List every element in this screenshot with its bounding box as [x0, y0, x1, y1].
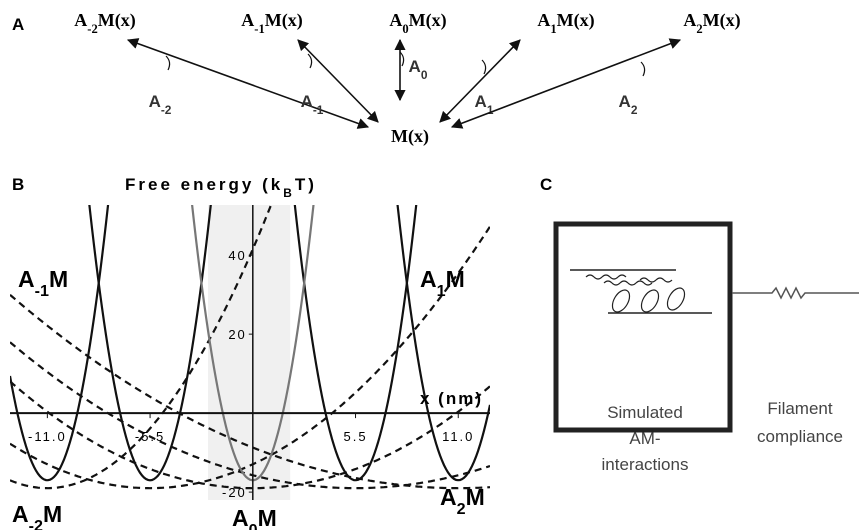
energy-curve [10, 225, 490, 490]
node-label-sub: 1 [550, 22, 556, 36]
angle-arc [165, 55, 171, 71]
edge-label: A-1 [301, 92, 324, 117]
node-label: A2M(x) [683, 10, 740, 36]
axis-title: Free energy (kBT) [125, 175, 317, 200]
curve-label-main: A [420, 266, 437, 292]
angle-arc [307, 53, 313, 69]
edge-label-sub: 0 [421, 68, 428, 82]
curve-label-sub: -2 [29, 517, 43, 530]
node-label-sub: -1 [254, 22, 265, 36]
curve-label-sub: 2 [457, 500, 466, 518]
panel-label: A [12, 15, 24, 34]
curve-label: A1M [420, 266, 465, 300]
edge-label-main: A [149, 92, 161, 111]
edge-label-main: A [301, 92, 313, 111]
energy-curve [293, 205, 418, 482]
energy-curve [10, 205, 273, 490]
node-label-main: A [683, 10, 696, 30]
panel-c-drawing [553, 221, 859, 433]
edge-label: A0 [409, 57, 428, 82]
curves [10, 205, 490, 490]
curve-label-sub: 0 [249, 521, 258, 530]
edge-label: A-2 [149, 92, 172, 117]
node-label: A-2M(x) [74, 10, 135, 36]
curve-label-rest: M [258, 505, 277, 530]
curve-label-main: A [18, 266, 35, 292]
curve-label-rest: M [466, 484, 485, 510]
edge-label-sub: -2 [161, 103, 172, 117]
caption: compliance [757, 427, 843, 446]
angle-arc [399, 51, 405, 67]
energy-curve [10, 205, 110, 482]
arrow [297, 39, 379, 123]
angle-arc [640, 61, 646, 77]
curve-label: A-2M [12, 501, 62, 530]
edge-label-sub: 1 [487, 103, 494, 117]
node-label: A-1M(x) [241, 10, 302, 36]
x-tick-label: 11.0 [442, 429, 474, 444]
curve-label: A0M [232, 505, 277, 530]
node-label-sub: 2 [696, 22, 702, 36]
axis-title-rest: T) [295, 175, 317, 194]
energy-curve [10, 341, 490, 490]
curve-label: A2M [440, 484, 485, 518]
y-tick-label: -20 [222, 485, 247, 500]
node-label-main: A [389, 10, 402, 30]
energy-curve [10, 380, 490, 490]
node-label-rest: M(x) [557, 10, 595, 31]
axis-title-sub: B [283, 186, 295, 200]
caption: Simulated [607, 403, 683, 422]
node-label: A0M(x) [389, 10, 446, 36]
node-label-rest: M(x) [98, 10, 136, 31]
x-tick-label: 5.5 [343, 429, 367, 444]
edge-label-main: A [475, 92, 487, 111]
curve-label-main: A [12, 501, 29, 527]
edge-label-main: A [409, 57, 421, 76]
node-label-main: A [537, 10, 550, 30]
curve-label-rest: M [446, 266, 465, 292]
edge-label-sub: -1 [313, 103, 324, 117]
energy-curve [10, 293, 490, 490]
curve-label-sub: 1 [437, 282, 446, 300]
edge-label-sub: 2 [631, 103, 638, 117]
edge-label: A2 [619, 92, 638, 117]
caption: Filament [767, 399, 832, 418]
x-tick-label: -11.0 [28, 429, 67, 444]
node-label-main: A [74, 10, 87, 30]
node-label-rest: M(x) [703, 10, 741, 31]
y-tick-label: 20 [228, 327, 246, 342]
node-label-sub: 0 [402, 22, 408, 36]
arrow [450, 38, 682, 129]
curve-label-main: A [440, 484, 457, 510]
curve-label-main: A [232, 505, 249, 530]
node-label: A1M(x) [537, 10, 594, 36]
x-tick-label: -5.5 [135, 429, 165, 444]
energy-curve [396, 205, 490, 482]
x-axis-label: x (nm) [420, 389, 483, 408]
node-label-main: A [241, 10, 254, 30]
edge-label: A1 [475, 92, 494, 117]
curve-label: A-1M [18, 266, 68, 300]
node-label-rest: M(x) [409, 10, 447, 31]
caption: interactions [602, 455, 689, 474]
node-label-sub: -2 [87, 22, 98, 36]
panel-label: B [12, 175, 24, 194]
energy-curve [191, 205, 315, 482]
axis-title-main: Free energy (k [125, 175, 283, 194]
angle-arc [481, 59, 487, 75]
curve-label-rest: M [43, 501, 62, 527]
caption: AM- [629, 429, 660, 448]
panel-label: C [540, 175, 552, 194]
curve-label-sub: -1 [35, 282, 49, 300]
edge-label-main: A [619, 92, 631, 111]
energy-curve [88, 205, 212, 482]
y-tick-label: 40 [228, 248, 246, 263]
center-node: M(x) [391, 126, 429, 147]
node-label-rest: M(x) [265, 10, 303, 31]
curve-label-rest: M [49, 266, 68, 292]
